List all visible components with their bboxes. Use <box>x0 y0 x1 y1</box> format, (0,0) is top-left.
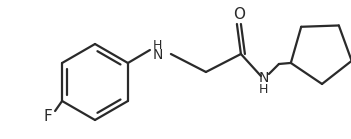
Text: N: N <box>153 48 163 62</box>
Text: H: H <box>153 39 163 52</box>
Text: F: F <box>44 109 52 123</box>
Text: O: O <box>233 7 245 22</box>
Text: H: H <box>259 83 269 95</box>
Text: N: N <box>259 71 269 85</box>
